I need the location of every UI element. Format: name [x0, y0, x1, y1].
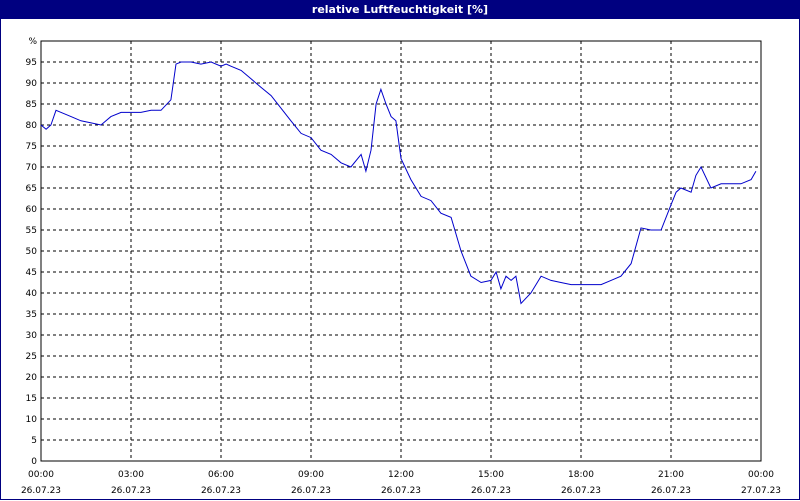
y-tick-label: 55	[26, 226, 37, 236]
y-tick-label: 40	[26, 289, 38, 299]
y-tick-label: 45	[26, 268, 37, 278]
y-tick-label: 90	[26, 79, 38, 89]
y-tick-label: 80	[26, 121, 38, 131]
y-tick-label: 85	[26, 100, 37, 110]
y-tick-label: 35	[26, 310, 37, 320]
x-tick-date: 26.07.23	[21, 486, 61, 496]
x-tick-time: 06:00	[208, 470, 234, 480]
x-tick-date: 26.07.23	[471, 486, 511, 496]
x-tick-time: 03:00	[118, 470, 144, 480]
y-tick-label: 10	[26, 415, 38, 425]
x-tick-time: 15:00	[478, 470, 504, 480]
series-layer	[40, 61, 757, 305]
grid	[41, 41, 761, 461]
y-tick-label: 60	[26, 205, 38, 215]
y-tick-label: 65	[26, 184, 37, 194]
x-tick-time: 00:00	[748, 470, 774, 480]
x-tick-time: 21:00	[658, 470, 684, 480]
x-tick-date: 26.07.23	[561, 486, 601, 496]
y-tick-label: 20	[26, 373, 38, 383]
y-tick-label: 50	[26, 247, 38, 257]
x-tick-time: 18:00	[568, 470, 594, 480]
y-tick-label: 15	[26, 394, 37, 404]
tick-labels: 0 5 10 15 20 25 30 35 40 45 50 55 60 65 70 75 80 85 90 95% 0…	[21, 37, 781, 496]
plot-frame	[40, 40, 762, 462]
chart-title: relative Luftfeuchtigkeit [%]	[1, 1, 799, 19]
y-tick-label: 75	[26, 142, 37, 152]
y-tick-label: 5	[31, 436, 37, 446]
y-tick-label: 95	[26, 58, 37, 68]
y-tick-label: 30	[26, 331, 38, 341]
x-tick-date: 26.07.23	[111, 486, 151, 496]
x-tick-time: 09:00	[298, 470, 324, 480]
x-tick-time: 00:00	[28, 470, 54, 480]
axes	[40, 40, 762, 462]
x-tick-date: 26.07.23	[651, 486, 691, 496]
y-axis-label: %	[28, 37, 37, 47]
humidity-series-line	[40, 61, 757, 305]
x-tick-date: 26.07.23	[201, 486, 241, 496]
x-tick-time: 12:00	[388, 470, 414, 480]
y-tick-label: 0	[31, 457, 37, 467]
x-tick-date: 27.07.23	[741, 486, 781, 496]
y-tick-label: 70	[26, 163, 38, 173]
x-tick-date: 26.07.23	[381, 486, 421, 496]
x-tick-date: 26.07.23	[291, 486, 331, 496]
y-tick-label: 25	[26, 352, 37, 362]
